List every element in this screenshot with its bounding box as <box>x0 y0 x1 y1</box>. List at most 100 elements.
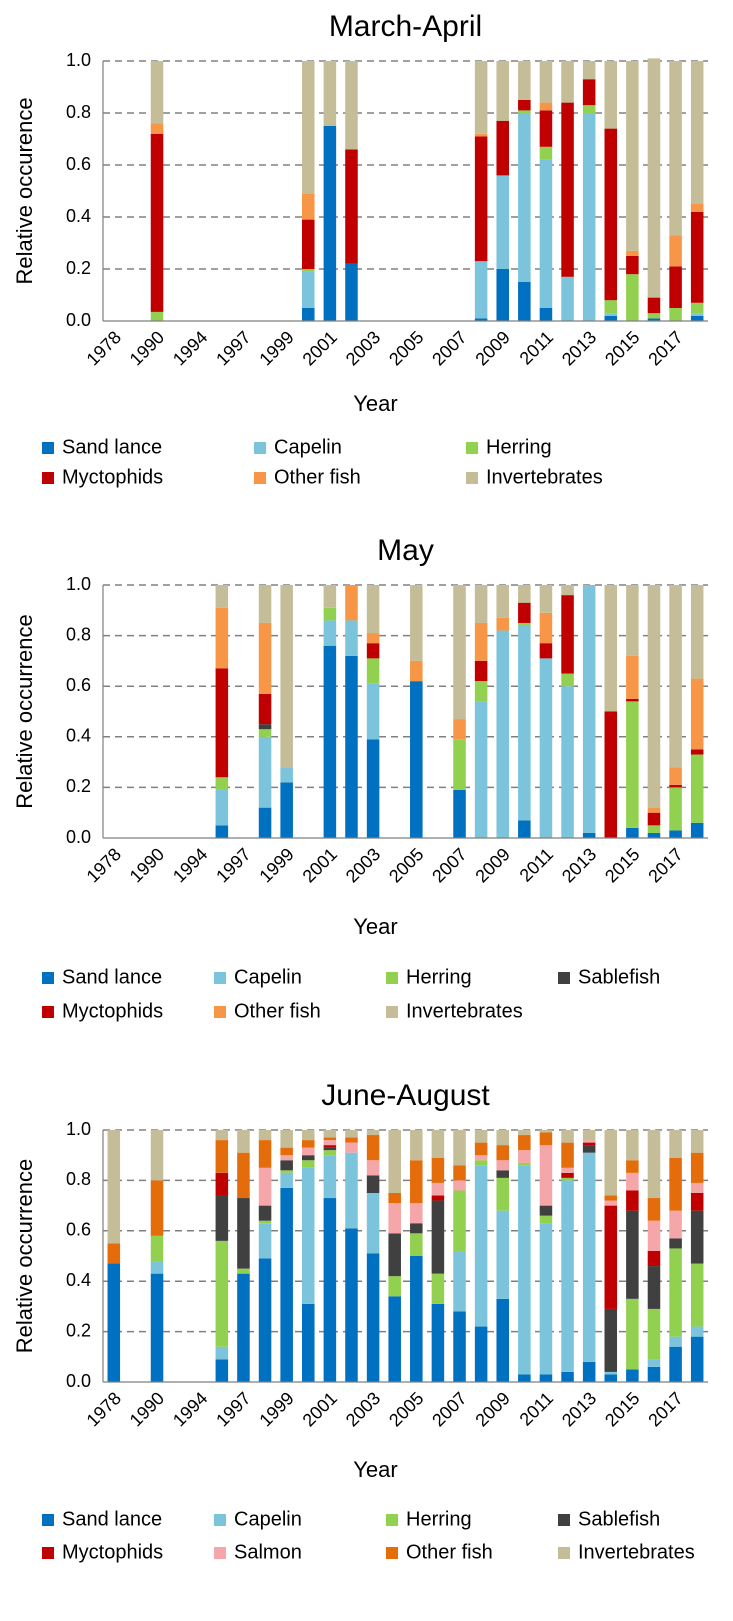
bar-segment <box>669 1346 682 1382</box>
x-tick-label: 1997 <box>212 844 254 886</box>
x-tick-label: 1990 <box>126 1388 168 1430</box>
bar-segment <box>561 673 574 687</box>
bar-segment <box>258 1167 272 1206</box>
legend-label: Capelin <box>234 1508 302 1530</box>
bar-segment <box>561 585 574 596</box>
legend-swatch <box>386 972 398 984</box>
bar-segment <box>647 1250 661 1267</box>
bar-segment <box>215 777 229 790</box>
bar-segment <box>669 787 682 831</box>
bar-segment <box>474 1142 488 1156</box>
x-axis-label: Year <box>353 914 397 939</box>
bar-segment <box>237 1130 250 1153</box>
bar-segment <box>626 827 639 838</box>
bar-segment <box>604 1195 618 1201</box>
bar-segment <box>474 622 488 661</box>
bar-segment <box>647 1220 661 1251</box>
bar-segment <box>626 274 639 321</box>
x-tick-label: 2001 <box>299 844 341 886</box>
bar-segment <box>604 315 618 321</box>
bar-segment <box>366 633 380 644</box>
bar-segment <box>410 585 423 661</box>
bar-segment <box>647 1198 661 1221</box>
x-tick-label: 2011 <box>516 327 558 369</box>
bar-segment <box>561 1172 574 1178</box>
bar-segment <box>518 1162 531 1166</box>
bar-segment <box>561 686 574 838</box>
bar-segment <box>669 767 682 785</box>
bar-segment <box>410 1130 423 1161</box>
legend-label: Capelin <box>274 436 342 458</box>
x-tick-label: 2013 <box>558 327 600 369</box>
bar-segment <box>258 807 272 838</box>
y-axis-label: Relative occurrence <box>12 614 37 808</box>
bar-segment <box>345 1152 358 1229</box>
bar-segment <box>647 1130 661 1199</box>
bar-segment <box>626 1190 639 1211</box>
bar-segment <box>388 1296 401 1382</box>
bar-segment <box>690 1326 704 1337</box>
bar-segment <box>518 1165 531 1375</box>
legend-label: Sand lance <box>62 1508 162 1530</box>
bar-segment <box>323 1145 337 1148</box>
legend-swatch <box>214 1514 226 1526</box>
bar-segment <box>669 1238 682 1249</box>
bar-segment <box>388 1276 401 1297</box>
bar-segment <box>215 1359 229 1382</box>
bar-segment <box>215 1130 229 1141</box>
x-tick-label: 2009 <box>471 327 513 369</box>
bar-segment <box>431 1273 445 1304</box>
legend-swatch <box>386 1547 398 1559</box>
x-tick-label: 2013 <box>558 844 600 886</box>
y-tick-label: 1.0 <box>66 50 91 70</box>
y-tick-label: 0.8 <box>66 102 91 122</box>
bar-segment <box>366 1193 380 1254</box>
y-tick-label: 0.0 <box>66 1371 91 1391</box>
bar-segment <box>215 1240 229 1347</box>
bar-segment <box>280 585 293 768</box>
bar-segment <box>647 58 661 298</box>
bar-segment <box>474 1155 488 1161</box>
y-tick-label: 1.0 <box>66 574 91 594</box>
bar-segment <box>366 1135 380 1161</box>
x-tick-label: 2017 <box>644 327 686 369</box>
y-tick-label: 0.2 <box>66 1320 91 1340</box>
bar-segment <box>539 1374 553 1382</box>
bar-segment <box>626 1210 639 1299</box>
bar-segment <box>323 585 337 608</box>
bar-segment <box>323 126 337 321</box>
bar-segment <box>323 1140 337 1146</box>
bar-segment <box>561 1167 574 1173</box>
bar-segment <box>302 193 315 220</box>
legend-label: Sand lance <box>62 436 162 458</box>
bar-segment <box>366 643 380 659</box>
bar-segment <box>323 61 337 126</box>
bar-segment <box>453 1130 466 1166</box>
x-tick-label: 2017 <box>644 1388 686 1430</box>
bar-segment <box>604 1374 618 1382</box>
bar-segment <box>496 175 509 269</box>
bar-segment <box>582 113 596 321</box>
bar-segment <box>604 711 618 838</box>
bar-segment <box>453 1250 466 1312</box>
y-tick-label: 0.4 <box>66 726 91 746</box>
legend-swatch <box>466 442 478 454</box>
bar-segment <box>302 1155 315 1161</box>
bar-segment <box>518 602 531 623</box>
legend-swatch <box>254 472 266 484</box>
x-tick-label: 2003 <box>342 844 384 886</box>
bar-segment <box>323 1155 337 1199</box>
legend-swatch <box>558 1514 570 1526</box>
bar-segment <box>604 1200 618 1206</box>
bar-segment <box>496 269 509 321</box>
bar-segment <box>150 133 164 312</box>
bar-segment <box>561 1371 574 1382</box>
bar-segment <box>388 1203 401 1234</box>
legend-swatch <box>42 1006 54 1018</box>
bar-segment <box>302 1160 315 1168</box>
bar-segment <box>604 300 618 314</box>
bar-segment <box>518 820 531 838</box>
bar-segment <box>150 1261 164 1274</box>
bar-segment <box>280 1160 293 1171</box>
bar-segment <box>150 311 164 321</box>
